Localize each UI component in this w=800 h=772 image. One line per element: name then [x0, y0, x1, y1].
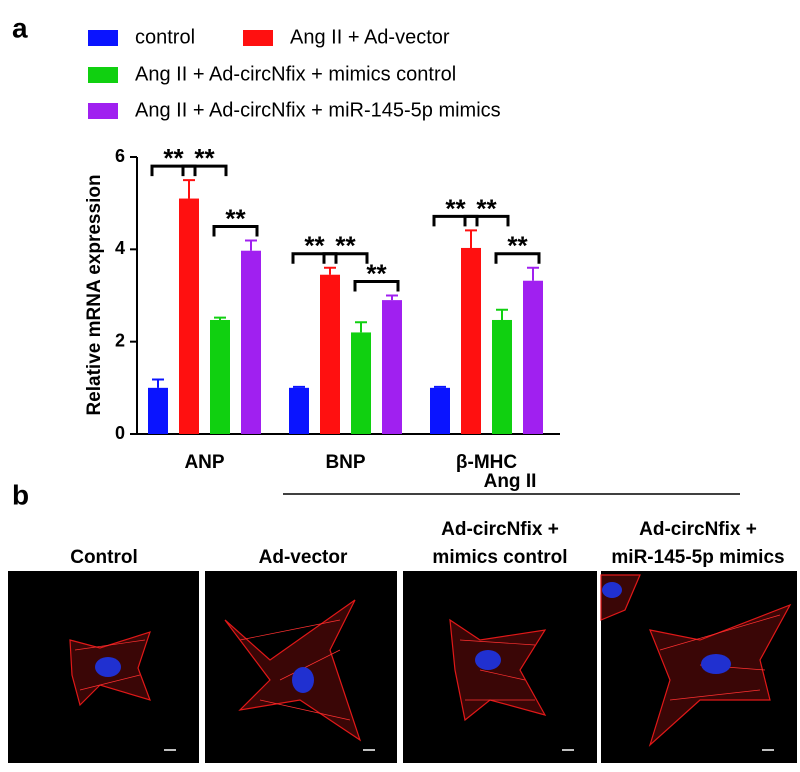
significance-label: ** — [445, 193, 466, 223]
bar — [382, 300, 402, 434]
error-bar — [214, 316, 226, 320]
error-bar — [386, 294, 398, 301]
significance-label: ** — [335, 231, 356, 261]
y-tick-label: 0 — [115, 423, 125, 443]
significance-bracket — [353, 280, 400, 292]
error-bar — [465, 229, 477, 248]
legend-label: control — [135, 26, 195, 48]
x-tick-label: β-MHC — [456, 452, 517, 473]
cell — [224, 599, 362, 742]
cells — [69, 574, 792, 747]
significance-bracket — [432, 214, 479, 227]
legend-label: Ang II + Ad-circNfix + miR-145-5p mimics — [135, 99, 501, 121]
significance-label: ** — [476, 193, 497, 223]
bar — [430, 387, 450, 434]
column-label: Ad-vector — [259, 547, 348, 568]
y-axis-label: Relative mRNA expression — [84, 174, 105, 415]
significance-bracket — [212, 225, 259, 237]
bar — [320, 274, 340, 434]
panel-label: a — [12, 12, 28, 43]
group-label: Ang II — [484, 471, 537, 492]
significance-bracket — [322, 252, 369, 264]
error-bar — [355, 321, 367, 333]
error-bar — [293, 385, 305, 388]
panel-label: b — [12, 479, 29, 510]
error-bar — [324, 266, 336, 275]
significance-bracket — [291, 252, 338, 264]
significance-label: ** — [366, 258, 387, 288]
bar — [461, 247, 481, 434]
significance-label: ** — [163, 143, 184, 173]
x-tick-label: ANP — [184, 452, 224, 473]
bar — [289, 387, 309, 434]
significance-bracket — [463, 214, 510, 227]
bar — [241, 250, 261, 434]
error-bar — [527, 266, 539, 281]
column-label: Ad-circNfix + — [639, 519, 757, 540]
bar — [351, 332, 371, 434]
column-label: mimics control — [432, 547, 567, 568]
fibers — [74, 614, 781, 721]
error-bar — [183, 179, 195, 199]
error-bar — [434, 385, 446, 388]
y-tick-label: 2 — [115, 330, 125, 350]
error-bar — [496, 308, 508, 320]
legend-swatch — [88, 103, 118, 119]
column-label: Control — [70, 547, 138, 568]
y-tick-label: 6 — [115, 146, 125, 166]
bar — [210, 319, 230, 434]
significance-label: ** — [507, 231, 528, 261]
error-bar — [152, 378, 164, 388]
bar — [492, 319, 512, 434]
significance-label: ** — [225, 203, 246, 233]
legend-label: Ang II + Ad-vector — [290, 26, 450, 48]
error-bar — [245, 239, 257, 251]
legend-label: Ang II + Ad-circNfix + mimics control — [135, 63, 456, 85]
significance-label: ** — [194, 143, 215, 173]
significance-label: ** — [304, 231, 325, 261]
bar — [179, 198, 199, 434]
significance-bracket — [181, 164, 228, 177]
legend-swatch — [88, 67, 118, 83]
nuclei — [95, 582, 731, 693]
legend-swatch — [243, 30, 273, 46]
cell — [449, 618, 547, 722]
y-tick-label: 4 — [115, 238, 125, 258]
significance-bracket — [150, 164, 197, 177]
legend-swatch — [88, 30, 118, 46]
cell — [648, 603, 792, 747]
micrographs — [8, 571, 797, 763]
bar — [148, 387, 168, 434]
significance-bracket — [494, 252, 541, 264]
column-label: Ad-circNfix + — [441, 519, 559, 540]
x-tick-label: BNP — [325, 452, 365, 473]
bar — [523, 280, 543, 434]
column-label: miR-145-5p mimics — [611, 547, 784, 568]
